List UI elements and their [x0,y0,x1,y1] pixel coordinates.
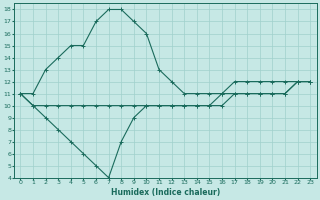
X-axis label: Humidex (Indice chaleur): Humidex (Indice chaleur) [111,188,220,197]
